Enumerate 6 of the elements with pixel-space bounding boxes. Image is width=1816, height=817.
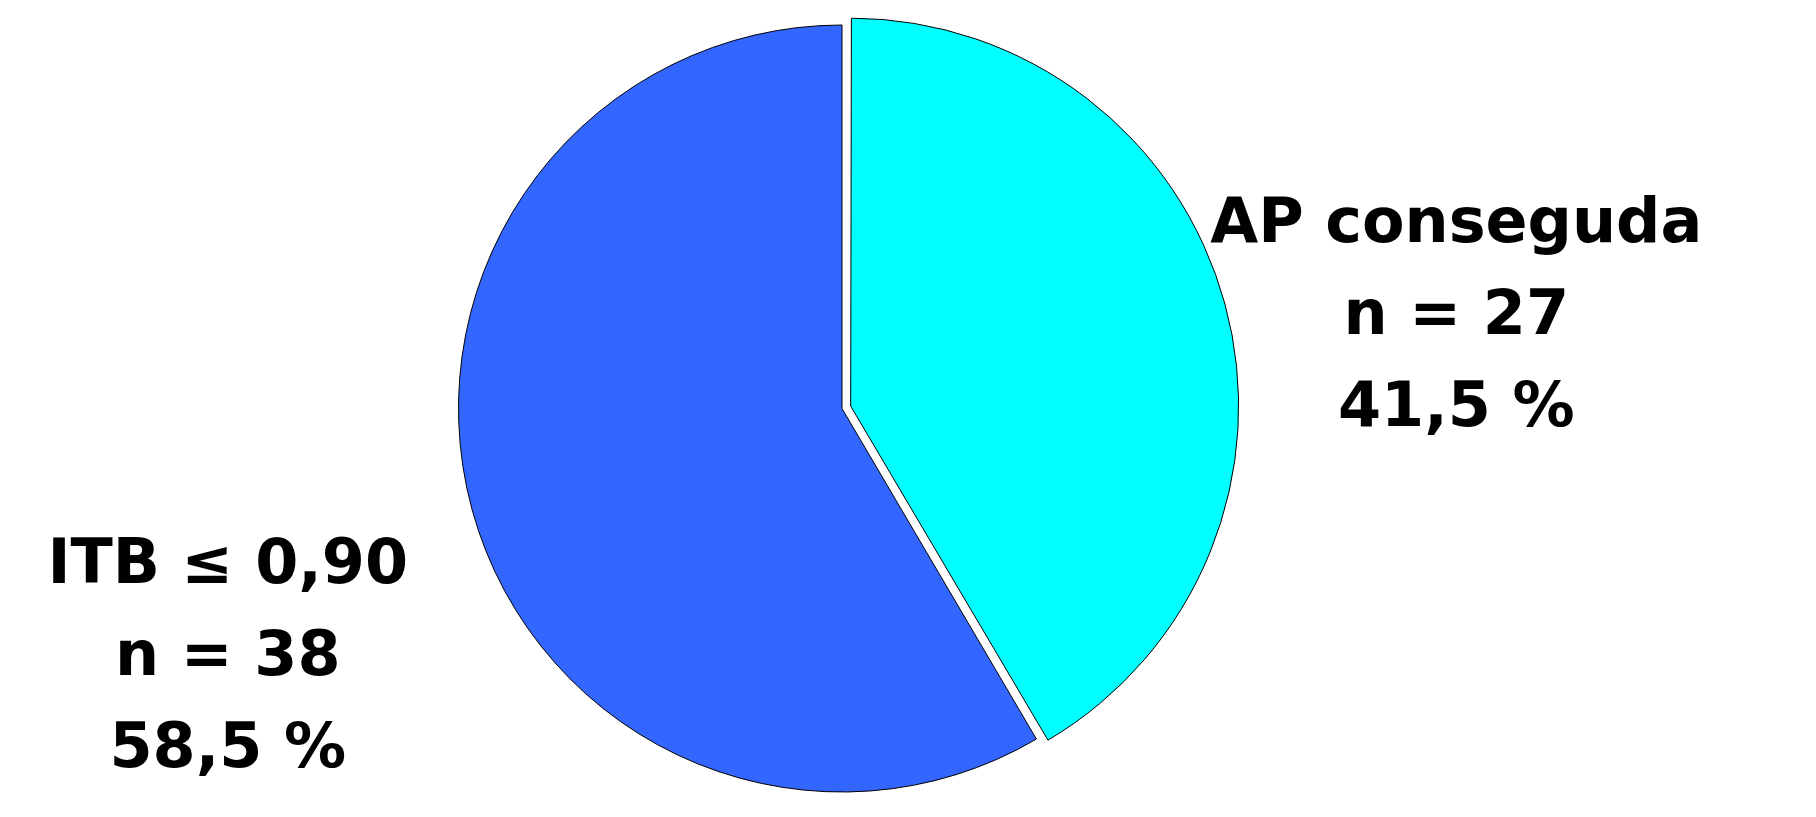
slice-label: AP conseguda [1210, 184, 1703, 258]
text: 58,5 % [109, 709, 347, 783]
text: 41,5 % [1337, 368, 1575, 442]
data-label: n = 38 [114, 617, 341, 691]
slice-label: ITB ≤ 0,90 [47, 525, 409, 599]
data-label: n = 27 [1343, 276, 1570, 350]
